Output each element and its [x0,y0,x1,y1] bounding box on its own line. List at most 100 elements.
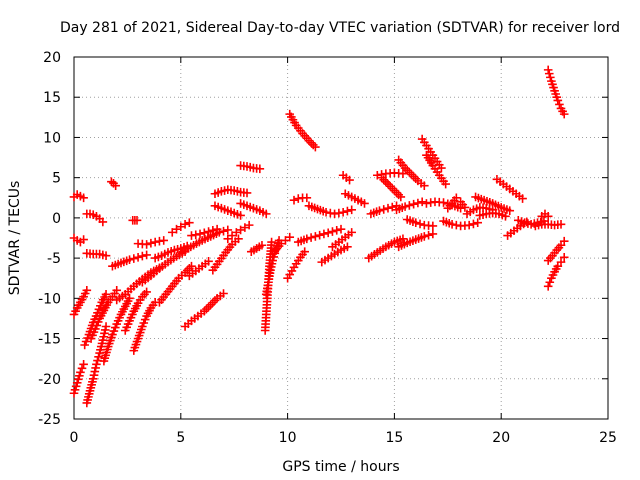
y-tick-label: -5 [47,251,61,267]
data-point [338,207,348,217]
data-point [95,249,104,259]
data-point [420,232,429,241]
data-point [245,202,255,212]
data-point [233,209,242,219]
data-point [398,234,408,244]
series-arc-16 [128,216,142,225]
data-point [229,186,239,195]
data-point [91,363,100,373]
data-point [553,261,563,271]
data-point [478,210,488,219]
data-point [326,208,335,218]
data-point [415,219,425,229]
data-point [441,179,450,189]
y-tick-label: 20 [43,50,61,66]
series-arc-9 [86,285,122,343]
data-point [550,86,559,96]
data-point [69,388,79,398]
data-point [556,220,566,229]
data-point [101,322,111,331]
series-arc-53 [417,134,446,173]
data-point [306,233,316,242]
data-point [520,218,529,228]
data-point [323,228,333,238]
series-arc-12 [108,250,151,271]
data-point [234,234,243,244]
series-arc-2 [69,233,88,247]
data-point [199,228,209,238]
series-arc-40 [304,201,356,219]
data-point [544,69,554,78]
data-point [347,228,356,237]
series-arc-37 [289,193,312,205]
data-point [494,209,504,219]
data-point [302,193,312,203]
series-arc-38 [285,109,320,152]
data-point [98,250,108,260]
series-arc-44 [338,170,354,185]
data-point [469,205,478,215]
data-point [242,162,252,171]
data-point [420,181,429,191]
data-point [245,162,255,172]
data-point [473,218,483,228]
data-point [242,188,252,198]
x-tick-label: 5 [176,430,185,446]
series-arc-54 [422,150,450,189]
data-point [99,332,108,342]
data-point [76,368,85,377]
data-point [239,200,249,209]
data-point [138,322,147,331]
data-point [543,65,553,75]
data-point [347,205,356,215]
y-axis-label: SDTVAR / TECUs [7,181,23,296]
data-point [549,83,558,92]
series-arc-43 [340,189,369,208]
data-point [428,221,438,231]
data-point [233,187,242,196]
y-tick-label: -10 [38,291,61,307]
data-point [517,217,526,226]
data-point [79,359,88,369]
data-point [551,89,560,99]
data-point [154,252,163,262]
data-point [113,316,123,326]
data-point [98,217,108,227]
data-point [219,226,228,236]
data-point [89,327,99,337]
data-point [497,210,507,220]
data-point [128,310,137,319]
data-point [187,261,196,271]
data-point [472,204,481,213]
x-axis-label: GPS time / hours [282,459,399,475]
data-point [315,230,324,240]
series-arc-35 [268,232,295,259]
data-point [249,203,258,213]
data-marks [69,65,569,408]
data-point [133,253,143,262]
data-point [555,100,564,109]
data-point [559,253,569,262]
data-point [332,226,342,235]
data-point [92,321,102,330]
x-tick-label: 25 [599,430,617,446]
data-point [257,240,267,250]
series-arc-4 [69,359,88,398]
data-point [452,220,461,230]
data-point [534,220,543,230]
data-point [543,281,553,291]
data-point [108,330,117,339]
data-point [236,199,245,208]
data-point [213,188,223,197]
data-point [252,205,261,214]
y-tick-label: -15 [38,332,61,348]
series-arc-32 [246,240,267,256]
data-point [159,236,169,245]
data-point [125,316,134,326]
data-point [501,211,510,221]
series-arc-21 [167,218,194,237]
series-arc-13 [112,263,164,305]
data-point [546,73,555,82]
data-point [210,201,220,211]
data-point [138,251,147,261]
